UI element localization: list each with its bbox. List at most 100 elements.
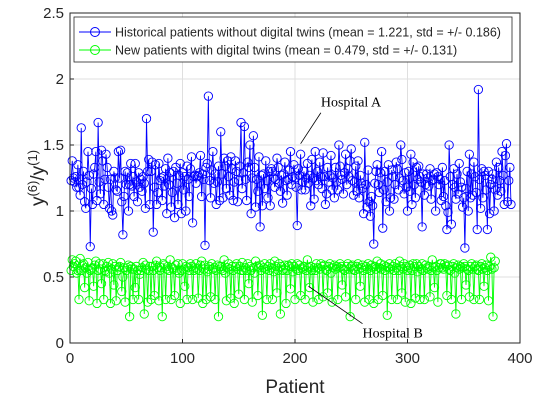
series-1-point-198 [288, 267, 298, 277]
series-0-point-178 [265, 201, 275, 211]
y-tick-label-3: 1.5 [43, 137, 64, 154]
series-0-point-71 [145, 199, 155, 210]
series-1-point-191 [280, 260, 290, 270]
series-0-point-84 [159, 181, 170, 191]
series-1-point-111 [190, 263, 200, 273]
series-1-point-323 [428, 263, 439, 273]
series-0-point-253 [349, 177, 360, 187]
y-axis-label-base: y [28, 196, 49, 206]
series-0-point-268 [366, 191, 377, 202]
series-0-point-48 [119, 191, 129, 202]
series-0-point-9 [75, 190, 85, 200]
series-1-point-279 [379, 260, 389, 270]
series-1-point-347 [455, 261, 466, 272]
series-0 [66, 84, 516, 253]
series-0-point-189 [277, 198, 288, 208]
series-0-point-362 [472, 224, 482, 235]
series-0-point-162 [247, 173, 257, 183]
series-1-point-95 [172, 265, 182, 276]
series-0-point-123 [203, 91, 214, 101]
series-1-point-218 [310, 265, 320, 276]
series-1-point-242 [337, 280, 347, 290]
series-1-point-77 [151, 256, 162, 266]
series-0-point-358 [468, 190, 478, 200]
series-0-point-39 [109, 166, 119, 177]
series-0-point-236 [330, 162, 341, 173]
series-1-point-187 [275, 309, 286, 319]
series-0-point-217 [309, 194, 319, 204]
series-0-point-301 [403, 166, 414, 177]
series-0-point-131 [212, 177, 223, 187]
series-0-point-74 [148, 227, 158, 237]
series-0-point-155 [239, 121, 250, 132]
series-0-point-70 [144, 154, 154, 165]
series-1-point-56 [128, 294, 138, 305]
series-0-point-250 [346, 144, 356, 154]
series-0-point-167 [253, 186, 263, 196]
series-0-point-297 [399, 189, 409, 199]
series-1-point-82 [157, 311, 167, 322]
series-0-point-104 [182, 161, 192, 171]
series-0-point-165 [250, 202, 261, 212]
series-0-point-351 [460, 243, 470, 253]
series-0-point-205 [295, 149, 306, 159]
series-0-point-17 [84, 170, 94, 181]
series-0-point-7 [73, 160, 83, 170]
series-0-point-153 [237, 183, 247, 194]
series-0-point-391 [505, 162, 515, 173]
legend-marker-historical [90, 27, 100, 37]
hospital-a-pointer [300, 112, 322, 144]
series-0-point-18 [85, 241, 95, 252]
series-1-point-144 [227, 261, 237, 272]
x-tick-label-1: 100 [170, 350, 195, 367]
series-1-point-309 [412, 267, 423, 277]
series-0-point-346 [454, 158, 464, 169]
series-1-point-146 [229, 298, 239, 309]
legend-text-historical: Historical patients without digital twin… [115, 26, 501, 40]
series-0-point-132 [213, 161, 224, 171]
series-1-point-282 [382, 310, 392, 320]
series-0-point-315 [419, 190, 430, 200]
series-1-point-132 [213, 311, 224, 322]
series-0-point-109 [187, 218, 198, 228]
series-0-point-78 [153, 187, 163, 198]
series-1-point-46 [117, 286, 127, 297]
series-0-point-377 [489, 206, 499, 216]
series-1-point-254 [351, 294, 361, 305]
series-1-point-373 [484, 261, 495, 272]
series-1-point-237 [331, 261, 342, 272]
series-0-point-154 [238, 168, 248, 178]
x-tick-label-3: 300 [395, 350, 420, 367]
series-0-point-117 [196, 191, 207, 202]
series-1-point-102 [180, 281, 190, 291]
series-1-point-293 [394, 256, 405, 266]
series-1-point-181 [268, 267, 279, 277]
series-1-point-280 [380, 265, 390, 276]
series-0-point-196 [285, 146, 296, 157]
series-1-point-196 [285, 284, 296, 294]
series-1-point-206 [297, 263, 307, 273]
series-1-point-180 [267, 294, 278, 305]
series-1-point-9 [75, 253, 85, 264]
series-1-point-296 [398, 264, 408, 274]
series-0-point-150 [234, 175, 244, 186]
series-1-point-364 [474, 294, 485, 305]
series-1-point-28 [96, 278, 107, 289]
series-0-point-193 [282, 190, 292, 200]
series-1-point-27 [95, 264, 106, 274]
series-1-point-377 [489, 263, 499, 273]
series-0-point-135 [217, 169, 227, 179]
series-1-point-36 [105, 298, 116, 309]
series-1-point-284 [384, 259, 395, 269]
series-1-point-286 [387, 294, 397, 305]
series-0-point-288 [389, 194, 399, 204]
series-0-point-256 [353, 156, 363, 166]
series-0-point-86 [162, 208, 172, 219]
series-1-point-189 [277, 265, 288, 276]
series-1-point-275 [374, 263, 385, 273]
series-0-point-286 [387, 165, 397, 175]
series-0-point-376 [488, 169, 498, 179]
series-0-point-156 [240, 174, 251, 184]
series-1-point-288 [389, 265, 399, 276]
series-0-point-365 [475, 203, 486, 214]
